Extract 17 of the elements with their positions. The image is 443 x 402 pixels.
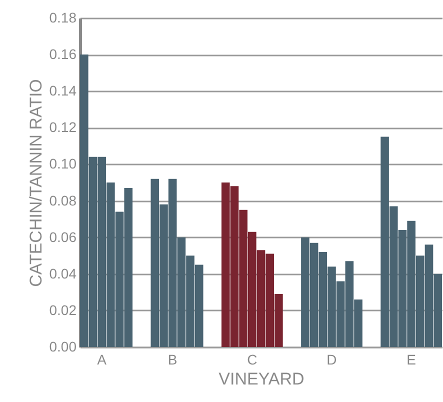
x-tick-label: B	[168, 352, 178, 368]
x-tick-label: A	[97, 352, 108, 368]
y-tick-label: 0.04	[49, 265, 77, 282]
x-tick-label: E	[406, 352, 416, 368]
y-tick-label: 0.18	[49, 10, 77, 26]
x-tick-label: D	[326, 352, 337, 368]
x-axis-title: VINEYARD	[218, 370, 304, 388]
y-tick-label: 0.10	[49, 156, 77, 172]
y-tick-label: 0.00	[49, 338, 77, 354]
y-axis-title: CATECHIN/TANNIN RATIO	[26, 79, 46, 287]
y-tick-label: 0.14	[49, 82, 77, 99]
y-tick-label: 0.12	[49, 119, 77, 136]
y-tick-label: 0.06	[49, 228, 77, 245]
y-tick-label: 0.02	[49, 302, 77, 318]
y-tick-label: 0.08	[49, 192, 77, 208]
y-tick-label: 0.16	[49, 46, 77, 62]
x-tick-label: C	[247, 352, 258, 368]
